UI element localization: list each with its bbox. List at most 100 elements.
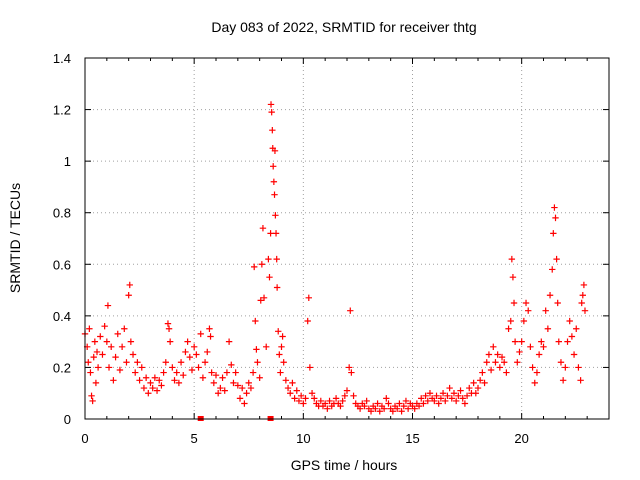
data-point [485,351,493,358]
data-point [236,395,244,402]
data-point [162,359,169,366]
data-point [415,402,423,410]
y-tick-label: 0.8 [53,206,71,221]
data-point [498,353,506,361]
data-point [520,317,528,325]
data-point [474,384,482,392]
data-point [273,255,280,263]
y-tick-label: 1 [64,154,71,169]
data-point [350,392,357,399]
data-point [259,224,267,232]
data-point [439,390,447,397]
data-point [466,384,473,392]
x-tick-labels: 0 5 10 15 20 [81,431,529,446]
data-point [507,317,514,325]
data-point [232,369,239,376]
data-point [476,377,484,384]
data-point [324,405,331,412]
data-point [263,343,270,350]
data-point [153,387,161,394]
data-point [367,408,375,415]
data-point [442,397,449,405]
data-points [81,101,589,421]
data-point [503,369,510,376]
data-point [97,333,104,340]
data-point [514,359,521,366]
data-point [289,379,296,387]
data-point [271,191,278,198]
data-point [134,359,141,366]
data-point [258,261,266,268]
data-point [339,397,346,405]
data-point [260,294,268,302]
data-point [317,397,324,405]
data-point [435,400,442,407]
data-point [544,325,552,332]
data-point [553,255,560,263]
data-point [343,387,351,394]
data-point [575,364,582,371]
data-point [509,273,517,281]
data-point [195,364,202,371]
data-point [396,400,403,407]
data-point [214,390,222,397]
data-point [253,346,260,353]
data-point [494,351,501,358]
data-point [546,292,554,299]
data-point [420,400,427,407]
data-point [188,366,196,374]
data-point [540,343,547,350]
data-point [337,402,344,410]
data-point [142,374,150,381]
data-point [580,281,588,289]
data-point [311,395,318,402]
data-point [279,333,286,340]
data-point [347,307,354,314]
data-point [455,392,462,399]
data-point [91,338,99,345]
data-point [225,338,233,345]
data-point [394,405,401,412]
data-point [463,392,471,399]
data-point [270,163,277,170]
data-point [158,382,165,389]
data-point [241,400,248,407]
data-point [201,359,209,366]
data-point [302,395,309,402]
data-point [92,379,100,387]
data-point [271,147,279,155]
data-point [570,351,578,358]
y-tick-labels: 0 0.2 0.4 0.6 0.8 1 1.2 1.4 [53,51,71,427]
data-point [171,377,178,384]
data-point [245,379,252,387]
data-point [190,343,198,350]
data-point [268,108,275,116]
data-point [125,292,132,299]
data-point [86,325,93,332]
data-point [348,369,355,376]
data-point [389,408,397,415]
data-point [287,390,294,397]
data-point [88,392,95,399]
data-point [182,348,189,356]
data-point [138,364,145,371]
data-point [555,338,562,345]
data-point [175,379,183,387]
data-point [257,297,264,304]
data-point [516,348,523,356]
data-point [156,377,163,384]
y-tick-label: 1.2 [53,103,71,118]
data-point [149,384,156,392]
data-point [297,392,305,399]
data-point [184,338,191,345]
data-point [479,369,486,376]
data-point [483,359,490,366]
data-point [223,369,231,376]
data-point [356,405,364,412]
data-point [193,351,200,358]
data-point [126,281,133,289]
data-point [554,299,561,307]
data-point [206,325,213,332]
data-point [118,343,126,350]
data-point [277,369,284,376]
